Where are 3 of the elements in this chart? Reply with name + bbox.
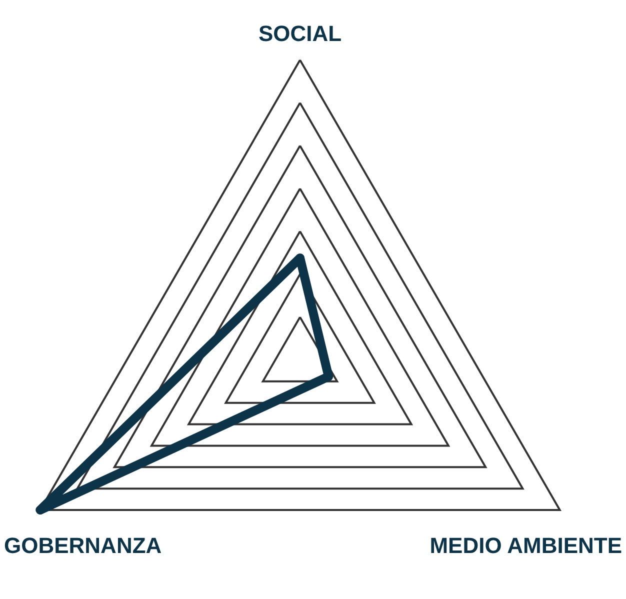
spoke-label: SOCIAL	[258, 21, 342, 46]
spoke-label: MEDIO AMBIENTE	[430, 533, 622, 558]
spoke-label: GOBERNANZA	[4, 533, 162, 558]
